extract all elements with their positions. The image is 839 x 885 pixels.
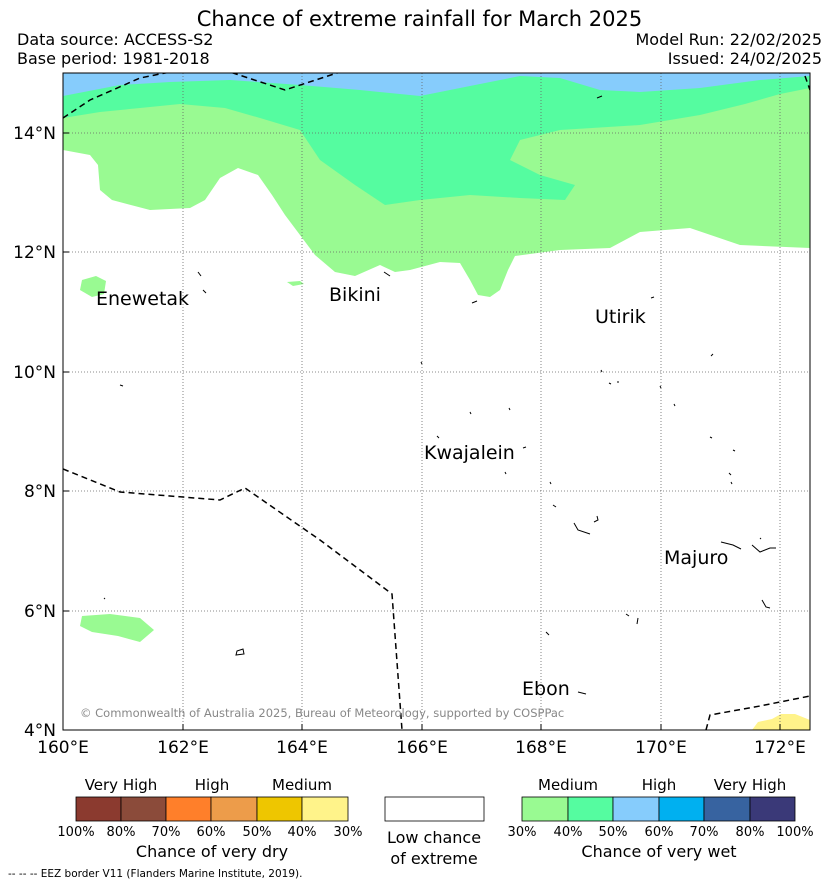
place-label-majuro: Majuro (664, 547, 728, 569)
place-label-enewetak: Enewetak (96, 288, 189, 310)
eez-footnote: -- -- -- EEZ border V11 (Flanders Marine… (8, 868, 302, 880)
wet-swatch (521, 796, 569, 822)
model-run: Model Run: 22/02/2025 (635, 30, 823, 49)
rain-shading (63, 73, 810, 730)
source-info: Data source: ACCESS-S2 Base period: 1981… (17, 30, 213, 68)
wet-swatch (703, 796, 751, 822)
base-period: Base period: 1981-2018 (17, 49, 210, 68)
dry-tick: 40% (288, 825, 317, 840)
place-label-ebon: Ebon (522, 678, 570, 700)
wet-heading-medium: Medium (538, 776, 598, 794)
dry-swatch (120, 796, 167, 822)
dry-legend-title: Chance of very dry (136, 842, 288, 861)
dry-swatch (165, 796, 212, 822)
dry-tick: 100% (57, 825, 94, 840)
dry-tick: 50% (243, 825, 272, 840)
run-info: Model Run: 22/02/2025 Issued: 24/02/2025 (636, 30, 823, 68)
x-tick-label: 166°E (396, 738, 448, 758)
low-chance-swatch (384, 796, 485, 822)
y-tick-label: 6°N (24, 602, 56, 622)
wet-swatch (749, 796, 796, 822)
map-title: Chance of extreme rainfall for March 202… (196, 7, 643, 31)
dry-swatch (75, 796, 122, 822)
data-source: Data source: ACCESS-S2 (17, 30, 214, 49)
eez-border (63, 73, 810, 730)
wet-tick: 40% (554, 825, 583, 840)
dry-swatch (210, 796, 258, 822)
dry-heading-medium: Medium (272, 776, 332, 794)
dry-swatch (301, 796, 349, 822)
x-tick-label: 172°E (754, 738, 806, 758)
wet-swatch (612, 796, 660, 822)
wet-tick: 100% (776, 825, 813, 840)
dry-tick: 30% (334, 825, 363, 840)
dry-tick: 80% (107, 825, 136, 840)
axis-ticks (62, 132, 781, 730)
x-tick-label: 164°E (276, 738, 328, 758)
x-tick-label: 160°E (37, 738, 89, 758)
issued-date: Issued: 24/02/2025 (667, 49, 822, 68)
wet-tick: 30% (508, 825, 537, 840)
wet-swatch (567, 796, 614, 822)
x-tick-label: 168°E (515, 738, 567, 758)
y-tick-label: 12°N (13, 243, 56, 263)
low-chance-label-line1: Low chance (387, 828, 481, 847)
wet-50-60-region (63, 73, 810, 96)
place-label-kwajalein: Kwajalein (424, 442, 515, 464)
wet-tick: 60% (645, 825, 674, 840)
atolls (103, 95, 776, 695)
dry-tick: 60% (197, 825, 226, 840)
dry-swatch (256, 796, 303, 822)
x-tick-label: 170°E (635, 738, 687, 758)
south-wet-patch (80, 614, 154, 642)
x-tick-label: 162°E (157, 738, 209, 758)
dry-heading-very-high: Very High (85, 776, 158, 794)
wet-tick: 80% (736, 825, 765, 840)
dry-heading-high: High (195, 776, 229, 794)
low-chance-label-line2: of extreme (390, 849, 477, 868)
y-tick-label: 4°N (24, 721, 56, 741)
y-tick-label: 8°N (24, 482, 56, 502)
y-tick-label: 14°N (13, 124, 56, 144)
low-chance-legend: Low chance of extreme (384, 796, 485, 868)
dry-tick: 70% (152, 825, 181, 840)
bikini-wet-patch (287, 281, 304, 286)
copyright-notice: © Commonwealth of Australia 2025, Bureau… (80, 706, 564, 720)
wet-40-50-region (63, 73, 810, 205)
wet-heading-high: High (642, 776, 676, 794)
place-label-bikini: Bikini (329, 284, 381, 306)
wet-heading-very-high: Very High (714, 776, 787, 794)
wet-legend: Medium High Very High 30% 40% 50% 60% 70… (508, 776, 814, 861)
wet-legend-title: Chance of very wet (581, 842, 736, 861)
dry-30-40-region (752, 714, 810, 730)
place-label-utirik: Utirik (595, 306, 646, 328)
wet-swatch (658, 796, 705, 822)
map-frame (62, 72, 811, 731)
y-tick-label: 10°N (13, 363, 56, 383)
dry-legend: Very High High Medium 100% 80% 70% 60% 5… (57, 776, 362, 861)
wet-tick: 50% (599, 825, 628, 840)
enewetak-wet-patch (80, 276, 106, 297)
wet-tick: 70% (690, 825, 719, 840)
